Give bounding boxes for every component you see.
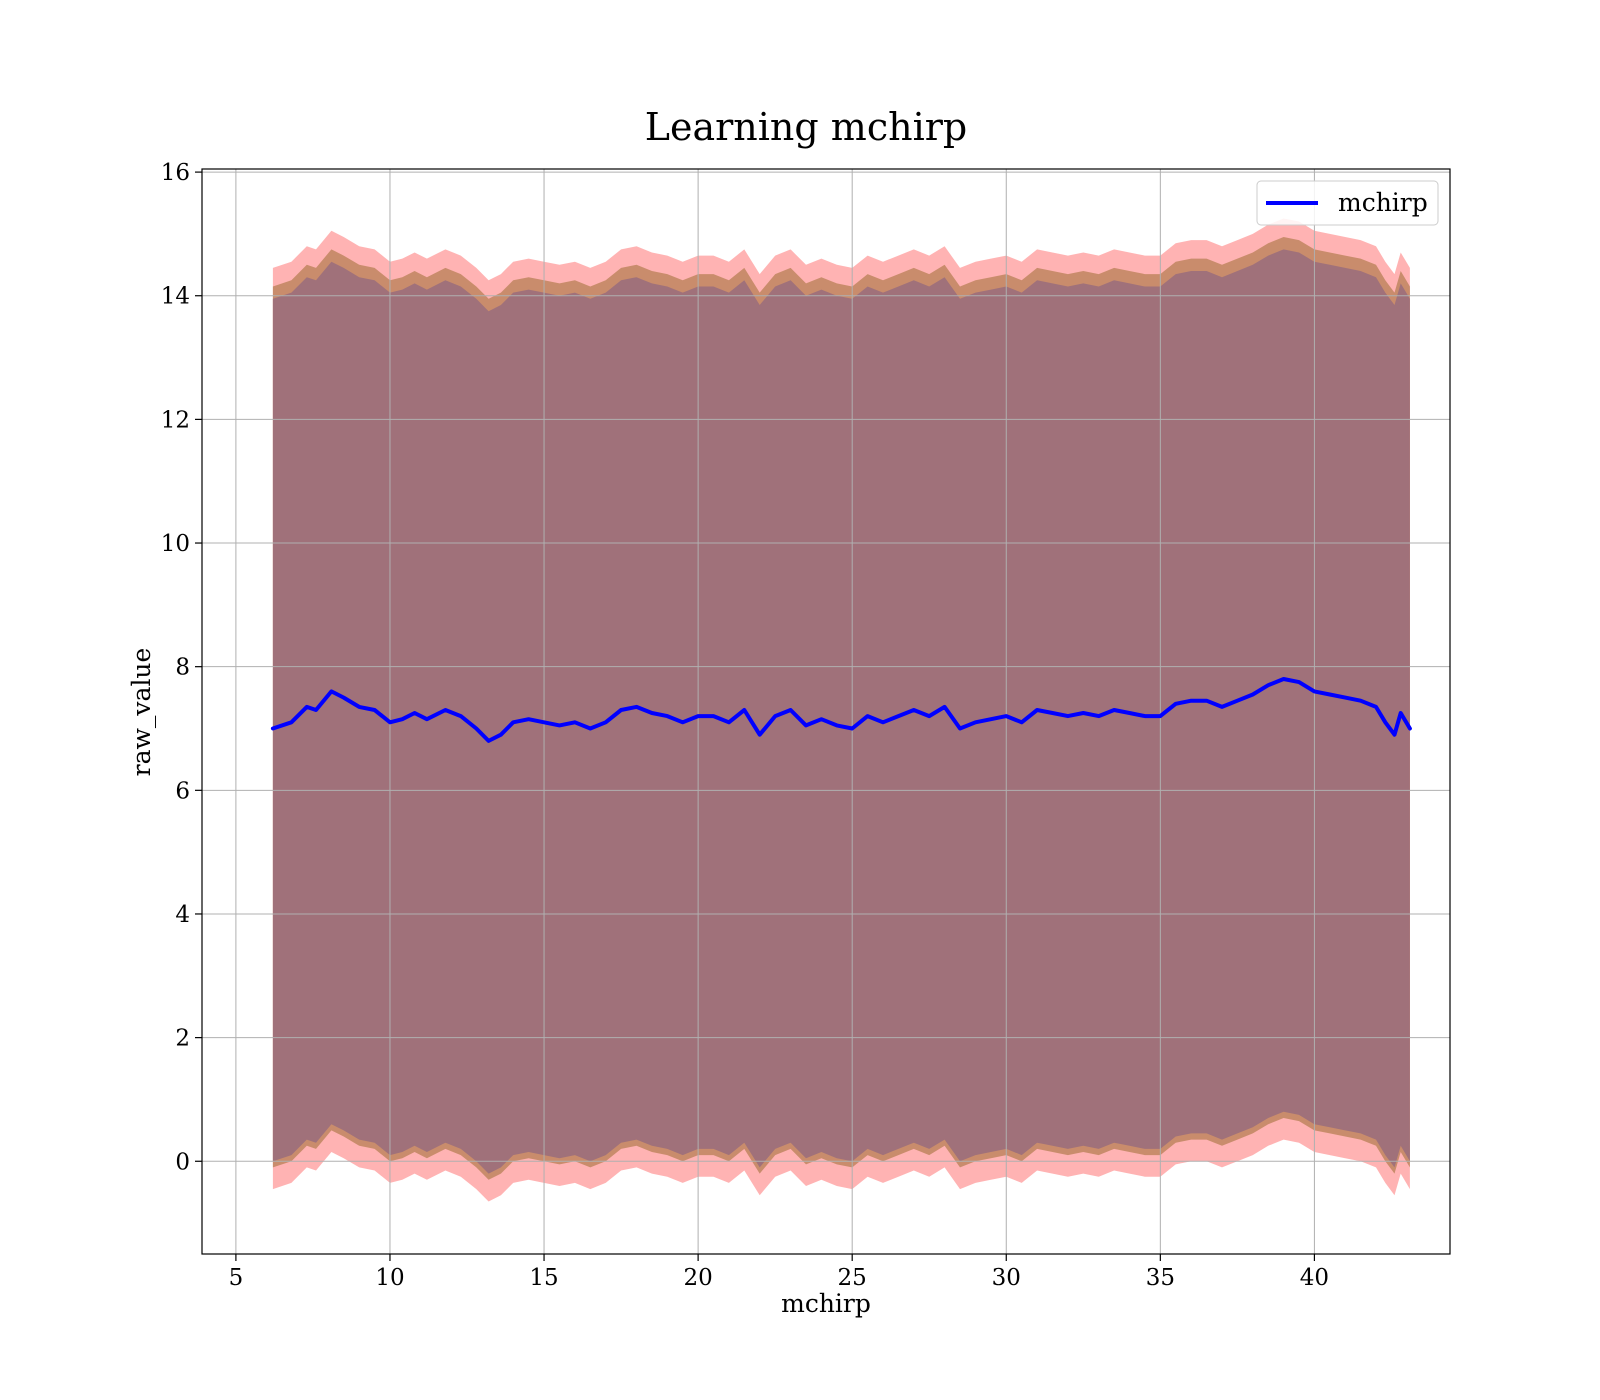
y-tick-label: 4 <box>175 902 190 928</box>
band-inner <box>272 249 1410 1174</box>
y-tick-label: 6 <box>175 778 190 804</box>
y-tick-label: 8 <box>175 655 190 681</box>
x-tick-label: 40 <box>1300 1265 1329 1291</box>
plot-frame <box>201 168 1451 1255</box>
x-tick-label: 15 <box>529 1265 558 1291</box>
grid-lines <box>202 169 1450 1254</box>
x-tick-label: 25 <box>838 1265 867 1291</box>
y-tick-label: 2 <box>175 1026 190 1052</box>
series-lines <box>270 677 1412 743</box>
series-line-mchirp <box>270 677 1412 743</box>
legend-box <box>1256 180 1439 226</box>
x-tick-label: 10 <box>375 1265 404 1291</box>
y-tick-label: 14 <box>161 284 190 310</box>
y-tick-label: 12 <box>161 407 190 433</box>
x-tick-label: 30 <box>992 1265 1021 1291</box>
x-tick-label: 5 <box>229 1265 244 1291</box>
legend: mchirp <box>1256 180 1439 226</box>
y-tick-label: 10 <box>161 531 190 557</box>
x-tick-label: 20 <box>683 1265 712 1291</box>
chart-title: Learning mchirp <box>645 105 967 149</box>
confidence-bands <box>272 218 1410 1202</box>
y-tick-label: 0 <box>175 1149 190 1175</box>
x-tick-label: 35 <box>1146 1265 1175 1291</box>
y-axis-ticks: 0 2 4 6 8 10 12 14 16 <box>161 160 202 1175</box>
x-axis-ticks: 5 10 15 20 25 30 35 40 <box>229 1254 1329 1291</box>
y-axis-label: raw_value <box>127 648 156 777</box>
y-tick-label: 16 <box>161 160 190 186</box>
x-axis-label: mchirp <box>781 1289 871 1318</box>
legend-label-mchirp: mchirp <box>1338 188 1428 217</box>
